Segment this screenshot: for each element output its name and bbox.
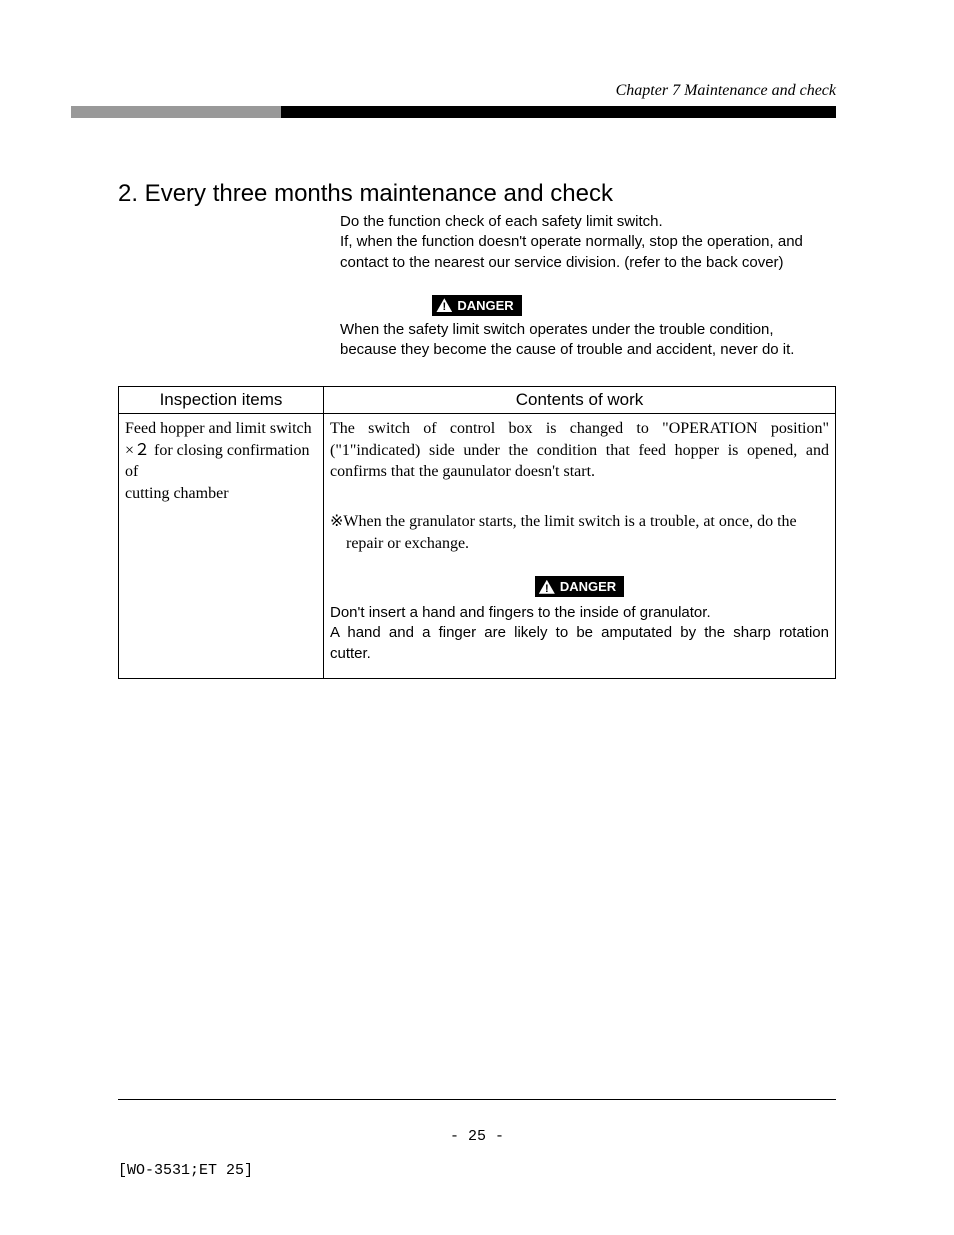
danger-label: DANGER xyxy=(457,298,513,313)
danger-text: When the safety limit switch operates un… xyxy=(340,320,836,361)
inspection-table: Inspection items Contents of work Feed h… xyxy=(118,386,836,679)
cell-line: ("1"indicated) side under the condition … xyxy=(330,440,829,462)
danger-line: because they become the cause of trouble… xyxy=(340,340,836,360)
header-bar xyxy=(71,106,836,118)
cell-line: The switch of control box is changed to … xyxy=(330,418,829,440)
cell-line: Feed hopper and limit switch xyxy=(125,418,317,440)
page-header: Chapter 7 Maintenance and check xyxy=(118,82,836,118)
danger-line: Don't insert a hand and fingers to the i… xyxy=(330,603,829,623)
inner-danger-text: Don't insert a hand and fingers to the i… xyxy=(330,603,829,664)
inspection-cell: Feed hopper and limit switch ×２ for clos… xyxy=(119,414,324,679)
contents-cell: The switch of control box is changed to … xyxy=(324,414,836,679)
cell-line: cutting chamber xyxy=(125,483,317,505)
note-block: ※ When the granulator starts, the limit … xyxy=(330,511,829,554)
danger-line: A hand and a finger are likely to be amp… xyxy=(330,623,829,643)
table-row: Feed hopper and limit switch ×２ for clos… xyxy=(119,414,836,679)
danger-label: DANGER xyxy=(560,579,616,594)
intro-line: contact to the nearest our service divis… xyxy=(340,253,836,273)
danger-badge-wrap: DANGER xyxy=(330,576,829,597)
note-line: repair or exchange. xyxy=(330,533,829,555)
danger-badge: DANGER xyxy=(535,576,624,597)
section-intro: Do the function check of each safety lim… xyxy=(340,212,836,273)
table-header-contents: Contents of work xyxy=(324,387,836,414)
danger-line: When the safety limit switch operates un… xyxy=(340,320,836,340)
intro-line: Do the function check of each safety lim… xyxy=(340,212,836,232)
warning-triangle-icon xyxy=(539,580,555,594)
danger-line: cutter. xyxy=(330,644,829,664)
chapter-label: Chapter 7 Maintenance and check xyxy=(616,82,836,100)
warning-triangle-icon xyxy=(436,298,452,312)
table-header-inspection: Inspection items xyxy=(119,387,324,414)
footer-rule xyxy=(118,1099,836,1100)
note-line: When the granulator starts, the limit sw… xyxy=(343,511,829,533)
section-title: 2. Every three months maintenance and ch… xyxy=(118,180,836,208)
document-code: [WO-3531;ET 25] xyxy=(118,1162,253,1179)
header-bar-left xyxy=(71,106,281,118)
intro-line: If, when the function doesn't operate no… xyxy=(340,232,836,252)
note-symbol: ※ xyxy=(330,511,343,533)
cell-line: confirms that the gaunulator doesn't sta… xyxy=(330,461,829,483)
header-bar-right xyxy=(281,106,836,118)
danger-badge-wrap: DANGER xyxy=(118,295,836,316)
page-number: - 25 - xyxy=(0,1128,954,1145)
cell-line: ×２ for closing confirmation of xyxy=(125,440,317,483)
danger-badge: DANGER xyxy=(432,295,521,316)
